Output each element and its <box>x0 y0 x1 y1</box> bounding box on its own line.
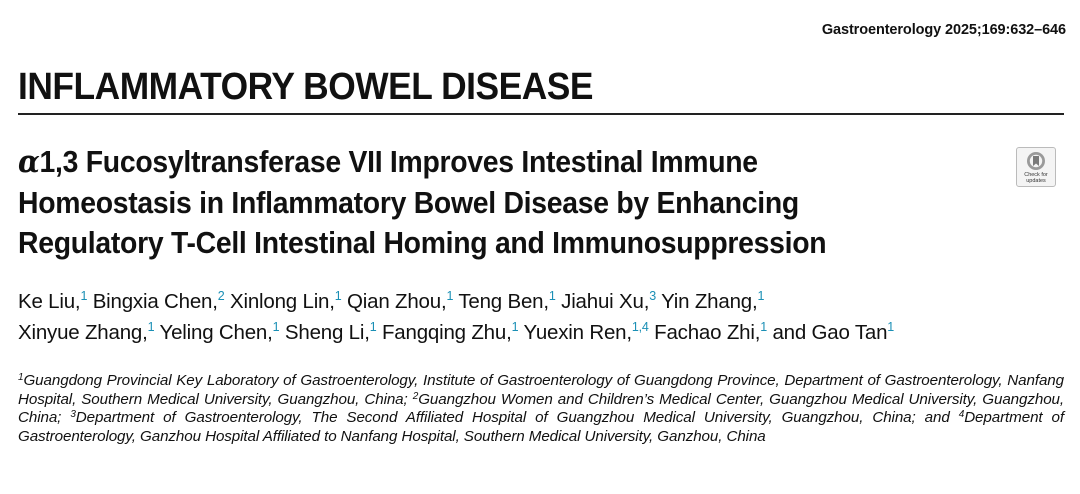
author-name: Yuexin Ren,1,4 <box>524 321 649 344</box>
author-name-text: Yin Zhang, <box>661 290 758 313</box>
author-name-text: Fangqing Zhu, <box>381 321 512 344</box>
author-name-text: Ke Liu, <box>18 290 81 313</box>
author-name-text: Qian Zhou, <box>347 290 447 313</box>
affiliations: 1Guangdong Provincial Key Laboratory of … <box>18 372 1064 446</box>
author-name: Xinyue Zhang,1 <box>18 320 155 344</box>
affiliation-marker[interactable]: 1 <box>887 320 895 334</box>
author-name: Qian Zhou,1 <box>347 290 453 313</box>
author-name: Sheng Li,1 <box>285 321 377 344</box>
author-name: Teng Ben,1 <box>458 290 555 313</box>
check-for-updates-button[interactable]: Check for updates <box>1016 147 1056 187</box>
affiliation-text: Department of Gastroenterology, Ganzhou … <box>18 409 1065 445</box>
author-name: Fangqing Zhu,1 <box>381 320 519 344</box>
author-name-text: Teng Ben, <box>458 290 549 313</box>
affiliation-marker[interactable]: 1 <box>446 289 454 303</box>
affiliation-marker[interactable]: 1 <box>511 320 519 334</box>
badge-line-1: Check for <box>1024 172 1048 178</box>
check-for-updates-icon <box>1027 152 1045 170</box>
author-name: Bingxia Chen,2 <box>93 290 225 313</box>
title-line-1-text: 1,3 Fucosyltransferase VII Improves Inte… <box>39 145 759 179</box>
affiliation-marker[interactable]: 2 <box>217 289 225 303</box>
author-name: Yin Zhang,1 <box>661 290 764 313</box>
section-divider <box>18 113 1064 115</box>
author-name-text: Xinlong Lin, <box>230 290 335 313</box>
author-name-text: Jiahui Xu, <box>561 290 650 313</box>
author-name: Xinlong Lin,1 <box>230 290 342 313</box>
badge-line-2: updates <box>1026 178 1046 184</box>
affiliation-marker[interactable]: 1 <box>757 289 765 303</box>
author-name: Fachao Zhi,1 <box>654 321 767 344</box>
affiliation-marker[interactable]: 1 <box>369 320 377 334</box>
author-list: Ke Liu,1 Bingxia Chen,2 Xinlong Lin,1 Qi… <box>18 286 1068 348</box>
affiliation-marker[interactable]: 1 <box>272 320 280 334</box>
author-name: Jiahui Xu,3 <box>561 290 656 313</box>
affiliation-number: 4 <box>958 409 965 421</box>
title-line-1: α1,3 Fucosyltransferase VII Improves Int… <box>18 142 911 183</box>
affiliation-marker[interactable]: 1 <box>334 289 342 303</box>
author-name-text: Sheng Li, <box>284 321 370 344</box>
author-line-1: Ke Liu,1 Bingxia Chen,2 Xinlong Lin,1 Qi… <box>18 286 1068 317</box>
affiliation-marker[interactable]: 1 <box>147 320 155 334</box>
affiliation-marker[interactable]: 1 <box>80 289 88 303</box>
author-name-text: Bingxia Chen, <box>92 290 218 313</box>
author-name-text: and Gao Tan <box>772 321 888 344</box>
article-title: α1,3 Fucosyltransferase VII Improves Int… <box>18 142 978 264</box>
journal-citation: Gastroenterology 2025;169:632–646 <box>821 22 1066 38</box>
author-name-text: Yeling Chen, <box>159 321 273 344</box>
affiliation-marker[interactable]: 3 <box>649 289 656 303</box>
affiliation-marker[interactable]: 1,4 <box>631 320 649 334</box>
alpha-symbol: α <box>18 144 40 180</box>
author-name: Ke Liu,1 <box>18 290 87 313</box>
affiliation-marker[interactable]: 1 <box>548 289 556 303</box>
title-line-3: Regulatory T-Cell Intestinal Homing and … <box>18 226 827 260</box>
author-name: and Gao Tan1 <box>772 321 894 344</box>
affiliation-number: 2 <box>412 390 419 402</box>
affiliation-marker[interactable]: 1 <box>760 320 767 334</box>
author-name: Yeling Chen,1 <box>160 321 280 344</box>
affiliation-number: 3 <box>70 409 76 421</box>
affiliation-text: Guangzhou Women and Children’s Medical C… <box>18 390 1065 427</box>
affiliation-number: 1 <box>18 372 24 383</box>
author-name-text: Xinyue Zhang, <box>18 321 148 344</box>
affiliation-text: Guangdong Provincial Key Laboratory of G… <box>18 372 1064 408</box>
author-name-text: Fachao Zhi, <box>654 321 761 344</box>
author-name-text: Yuexin Ren, <box>523 321 633 344</box>
affiliation-text: Department of Gastroenterology, The Seco… <box>75 409 959 427</box>
title-line-2: Homeostasis in Inflammatory Bowel Diseas… <box>18 185 799 220</box>
section-heading: INFLAMMATORY BOWEL DISEASE <box>18 66 593 108</box>
author-line-2: Xinyue Zhang,1 Yeling Chen,1 Sheng Li,1 … <box>18 317 1068 348</box>
